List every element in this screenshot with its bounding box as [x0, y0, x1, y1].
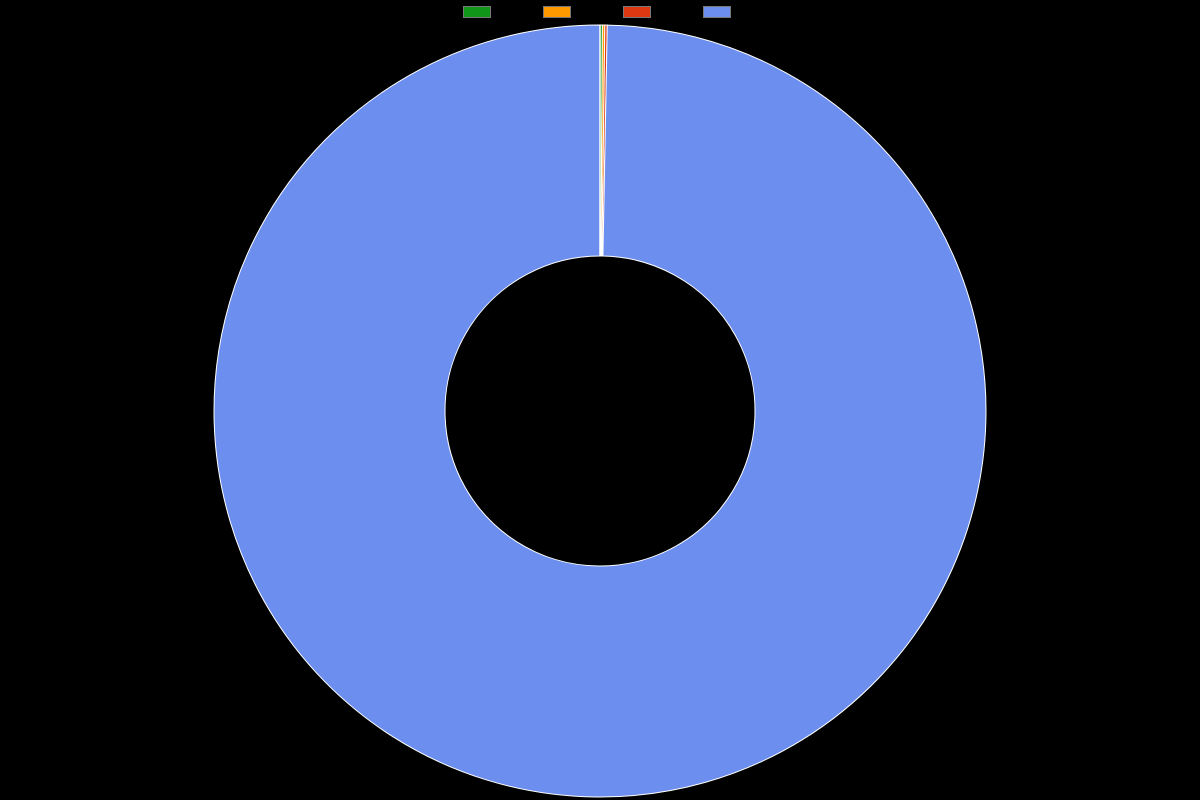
legend-swatch-3	[703, 6, 731, 18]
legend-swatch-2	[623, 6, 651, 18]
donut-chart-area	[0, 22, 1200, 800]
chart-container	[0, 0, 1200, 800]
legend-swatch-1	[543, 6, 571, 18]
legend	[0, 6, 1200, 18]
legend-item-0[interactable]	[463, 6, 497, 18]
donut-chart	[0, 22, 1200, 800]
legend-item-2[interactable]	[623, 6, 657, 18]
legend-item-1[interactable]	[543, 6, 577, 18]
legend-item-3[interactable]	[703, 6, 737, 18]
legend-swatch-0	[463, 6, 491, 18]
